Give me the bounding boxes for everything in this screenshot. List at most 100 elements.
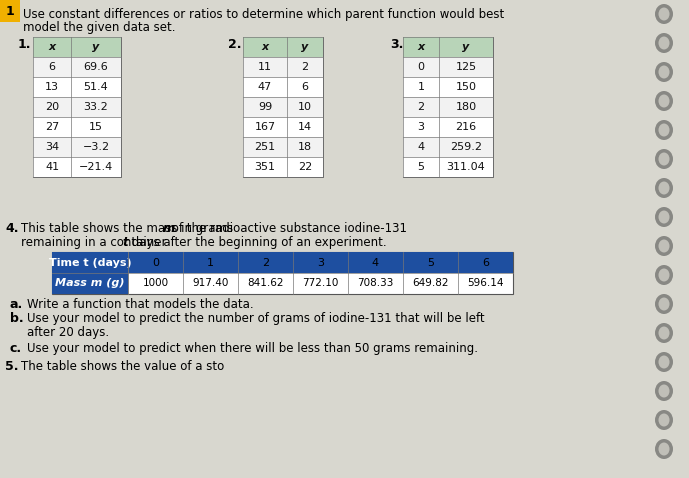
Text: 5: 5 [427,258,434,268]
Bar [403,57,493,77]
Text: after 20 days.: after 20 days. [27,326,109,339]
Bar [403,77,493,97]
Ellipse shape [655,410,673,430]
Text: 1000: 1000 [143,279,169,289]
Text: 167: 167 [254,122,276,132]
Text: b.: b. [10,312,23,325]
Text: 6: 6 [302,82,309,92]
Text: 1: 1 [418,82,424,92]
Bar [52,273,128,294]
Text: remaining in a container: remaining in a container [21,236,170,249]
Text: 1: 1 [207,258,214,268]
Ellipse shape [659,8,670,21]
Text: 20: 20 [45,102,59,112]
Text: This table shows the mass in grams: This table shows the mass in grams [21,222,237,235]
Text: 41: 41 [45,162,59,172]
Text: 841.62: 841.62 [247,279,284,289]
Text: 47: 47 [258,82,272,92]
Ellipse shape [659,413,670,426]
Bar [33,97,121,117]
Bar [243,97,323,117]
Ellipse shape [659,239,670,252]
Text: 2: 2 [262,258,269,268]
Bar [33,117,121,137]
Text: y: y [462,42,470,52]
Ellipse shape [655,323,673,343]
Bar [403,97,493,117]
Ellipse shape [659,210,670,224]
Text: 33.2: 33.2 [83,102,108,112]
Bar [33,57,121,77]
Text: 0: 0 [418,62,424,72]
Ellipse shape [659,326,670,339]
Bar [33,77,121,97]
Bar [33,137,121,157]
Text: 596.14: 596.14 [467,279,504,289]
Text: 4.: 4. [5,222,19,235]
Text: m: m [163,222,175,235]
Text: 251: 251 [254,142,276,152]
Ellipse shape [655,91,673,111]
Ellipse shape [655,294,673,314]
Text: 3.: 3. [390,38,403,51]
Text: 3: 3 [418,122,424,132]
Bar [403,37,493,177]
Ellipse shape [655,236,673,256]
Ellipse shape [655,149,673,169]
Ellipse shape [659,95,670,108]
Ellipse shape [659,182,670,195]
Ellipse shape [659,443,670,456]
Text: 5.: 5. [5,360,19,373]
Bar [33,37,121,57]
Bar [243,37,323,57]
Text: 150: 150 [455,82,477,92]
Text: model the given data set.: model the given data set. [23,21,176,34]
Text: 1: 1 [6,4,14,18]
Ellipse shape [659,297,670,311]
Bar [243,77,323,97]
Text: 10: 10 [298,102,312,112]
Bar [243,37,323,177]
Ellipse shape [659,152,670,165]
Text: a.: a. [10,298,23,311]
Bar [243,157,323,177]
Bar [52,252,513,294]
Ellipse shape [659,36,670,50]
Text: days after the beginning of an experiment.: days after the beginning of an experimen… [127,236,387,249]
Text: 3: 3 [317,258,324,268]
Text: 51.4: 51.4 [83,82,108,92]
Ellipse shape [655,381,673,401]
Text: 27: 27 [45,122,59,132]
Text: y: y [92,42,100,52]
Ellipse shape [655,178,673,198]
Bar [33,37,121,177]
Text: 708.33: 708.33 [358,279,393,289]
Text: Use constant differences or ratios to determine which parent function would best: Use constant differences or ratios to de… [23,8,504,21]
Ellipse shape [659,123,670,137]
Bar [243,57,323,77]
Text: x: x [261,42,269,52]
Text: 649.82: 649.82 [412,279,449,289]
Text: 99: 99 [258,102,272,112]
Text: 34: 34 [45,142,59,152]
Text: −3.2: −3.2 [83,142,110,152]
Text: y: y [301,42,309,52]
Text: 0: 0 [152,258,159,268]
Text: 4: 4 [418,142,424,152]
Text: 15: 15 [89,122,103,132]
Text: Use your model to predict when there will be less than 50 grams remaining.: Use your model to predict when there wil… [27,342,478,355]
Bar [33,157,121,177]
Text: 216: 216 [455,122,477,132]
Ellipse shape [655,33,673,53]
Text: Write a function that models the data.: Write a function that models the data. [27,298,254,311]
Text: t: t [122,236,128,249]
Ellipse shape [655,352,673,372]
Text: 772.10: 772.10 [302,279,339,289]
Text: 917.40: 917.40 [192,279,229,289]
Ellipse shape [655,439,673,459]
Bar [403,117,493,137]
Text: Time t (days): Time t (days) [49,258,132,268]
Bar [403,137,493,157]
Ellipse shape [659,356,670,369]
Text: 6: 6 [48,62,56,72]
